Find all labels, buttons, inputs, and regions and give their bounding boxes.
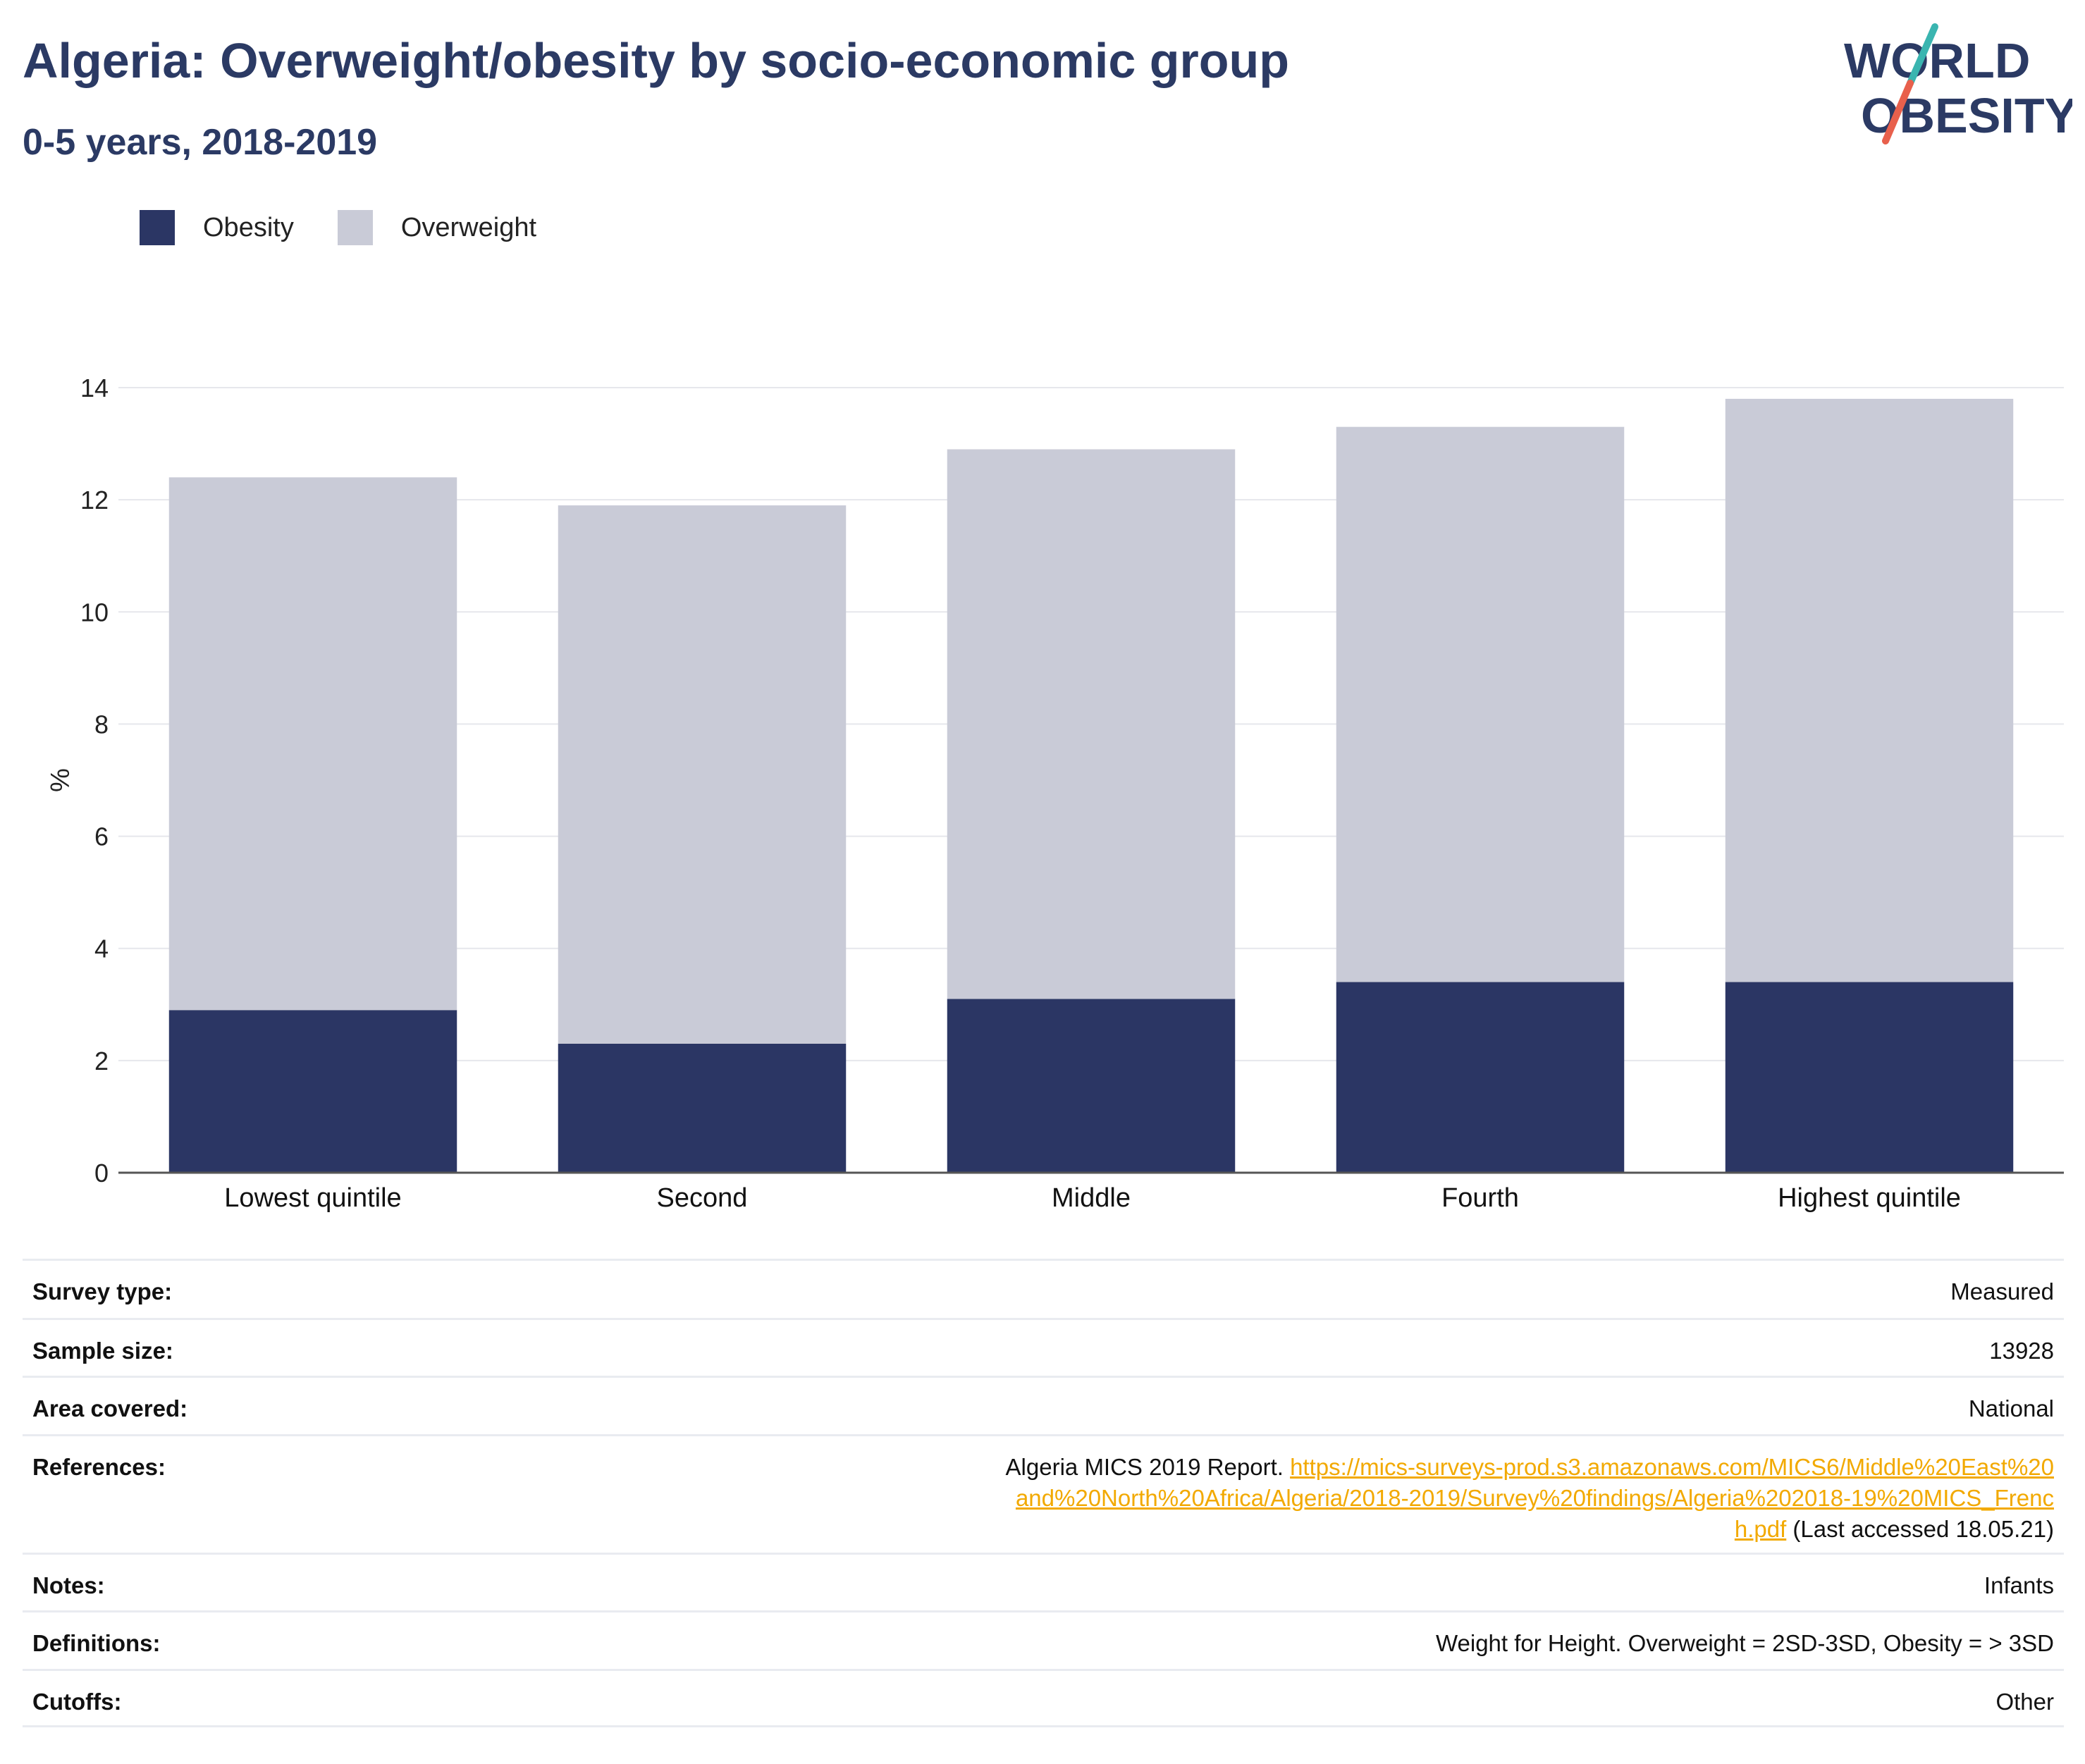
- logo-line1: WORLD: [1844, 33, 2030, 88]
- stacked-bar-chart: 0 2 4 6 8 10 12 14% Lowest quintile Second Middle F…: [44, 374, 2064, 1213]
- meta-row-area-covered: Area covered: National: [23, 1376, 2064, 1434]
- bar-overweight-3: [1336, 426, 1625, 982]
- meta-label-notes: Notes:: [32, 1572, 105, 1598]
- x-tick-label-4: Highest quintile: [1778, 1183, 1961, 1213]
- bar-obesity-0: [168, 1010, 457, 1173]
- meta-label-area-covered: Area covered:: [32, 1395, 188, 1421]
- meta-label-sample-size: Sample size:: [32, 1338, 173, 1364]
- y-tick-label-12: 12: [80, 486, 109, 514]
- reference-link[interactable]: https://mics-surveys-prod.s3.amazonaws.c…: [1015, 1454, 2054, 1542]
- meta-row-cutoffs: Cutoffs: Other: [23, 1669, 2064, 1727]
- y-tick-label-10: 10: [80, 598, 109, 627]
- x-tick-label-3: Fourth: [1441, 1183, 1519, 1213]
- bar-overweight-4: [1725, 398, 2014, 982]
- meta-value-area-covered: National: [1968, 1395, 2054, 1421]
- bar-obesity-2: [947, 999, 1236, 1173]
- y-tick-label-6: 6: [94, 822, 109, 851]
- legend-item-overweight[interactable]: Overweight: [337, 210, 537, 245]
- world-obesity-logo: WORLD OBESITY: [1844, 23, 2072, 144]
- bar-obesity-3: [1336, 982, 1625, 1173]
- legend-swatch-obesity: [140, 210, 175, 245]
- chart-legend: Obesity Overweight: [140, 208, 580, 247]
- legend-label-obesity: Obesity: [203, 212, 294, 242]
- reference-text: Algeria MICS 2019 Report.: [1005, 1454, 1291, 1480]
- survey-details-table: Survey type: Measured Sample size: 13928…: [23, 1259, 2064, 1727]
- page-subtitle: 0-5 years, 2018-2019: [23, 122, 378, 163]
- meta-label-survey-type: Survey type:: [32, 1278, 173, 1305]
- legend-item-obesity[interactable]: Obesity: [140, 210, 294, 245]
- meta-value-cutoffs: Other: [1995, 1689, 2054, 1715]
- meta-row-definitions: Definitions: Weight for Height. Overweig…: [23, 1610, 2064, 1669]
- meta-label-cutoffs: Cutoffs:: [32, 1689, 122, 1715]
- y-tick-label-2: 2: [94, 1047, 109, 1075]
- bar-overweight-0: [168, 477, 457, 1011]
- y-tick-label-8: 8: [94, 710, 109, 739]
- y-axis-label: %: [44, 768, 74, 792]
- meta-value-notes: Infants: [1983, 1572, 2054, 1598]
- meta-label-references: References:: [32, 1454, 166, 1480]
- meta-value-sample-size: 13928: [1989, 1338, 2054, 1364]
- meta-value-survey-type: Measured: [1950, 1278, 2054, 1305]
- meta-row-survey-type: Survey type: Measured: [23, 1259, 2064, 1318]
- bar-overweight-2: [947, 449, 1236, 999]
- page-title: Algeria: Overweight/obesity by socio-eco…: [23, 33, 1289, 88]
- x-tick-label-1: Second: [657, 1183, 748, 1213]
- reference-accessed: (Last accessed 18.05.21): [1786, 1516, 2054, 1542]
- bar-overweight-1: [558, 505, 847, 1044]
- meta-value-definitions: Weight for Height. Overweight = 2SD-3SD,…: [1435, 1630, 2054, 1656]
- meta-row-sample-size: Sample size: 13928: [23, 1318, 2064, 1376]
- y-tick-label-0: 0: [94, 1159, 109, 1188]
- legend-label-overweight: Overweight: [400, 212, 537, 242]
- bar-obesity-4: [1725, 982, 2014, 1173]
- legend-swatch-overweight: [337, 210, 373, 245]
- meta-value-references: Algeria MICS 2019 Report. https://mics-s…: [997, 1452, 2054, 1545]
- meta-row-notes: Notes: Infants: [23, 1553, 2064, 1610]
- y-tick-label-14: 14: [80, 374, 109, 402]
- x-tick-label-0: Lowest quintile: [224, 1183, 401, 1213]
- x-tick-label-2: Middle: [1052, 1183, 1131, 1213]
- y-tick-label-4: 4: [94, 935, 109, 963]
- meta-row-references: References: Algeria MICS 2019 Report. ht…: [23, 1434, 2064, 1553]
- bar-obesity-1: [558, 1043, 847, 1173]
- meta-label-definitions: Definitions:: [32, 1630, 161, 1656]
